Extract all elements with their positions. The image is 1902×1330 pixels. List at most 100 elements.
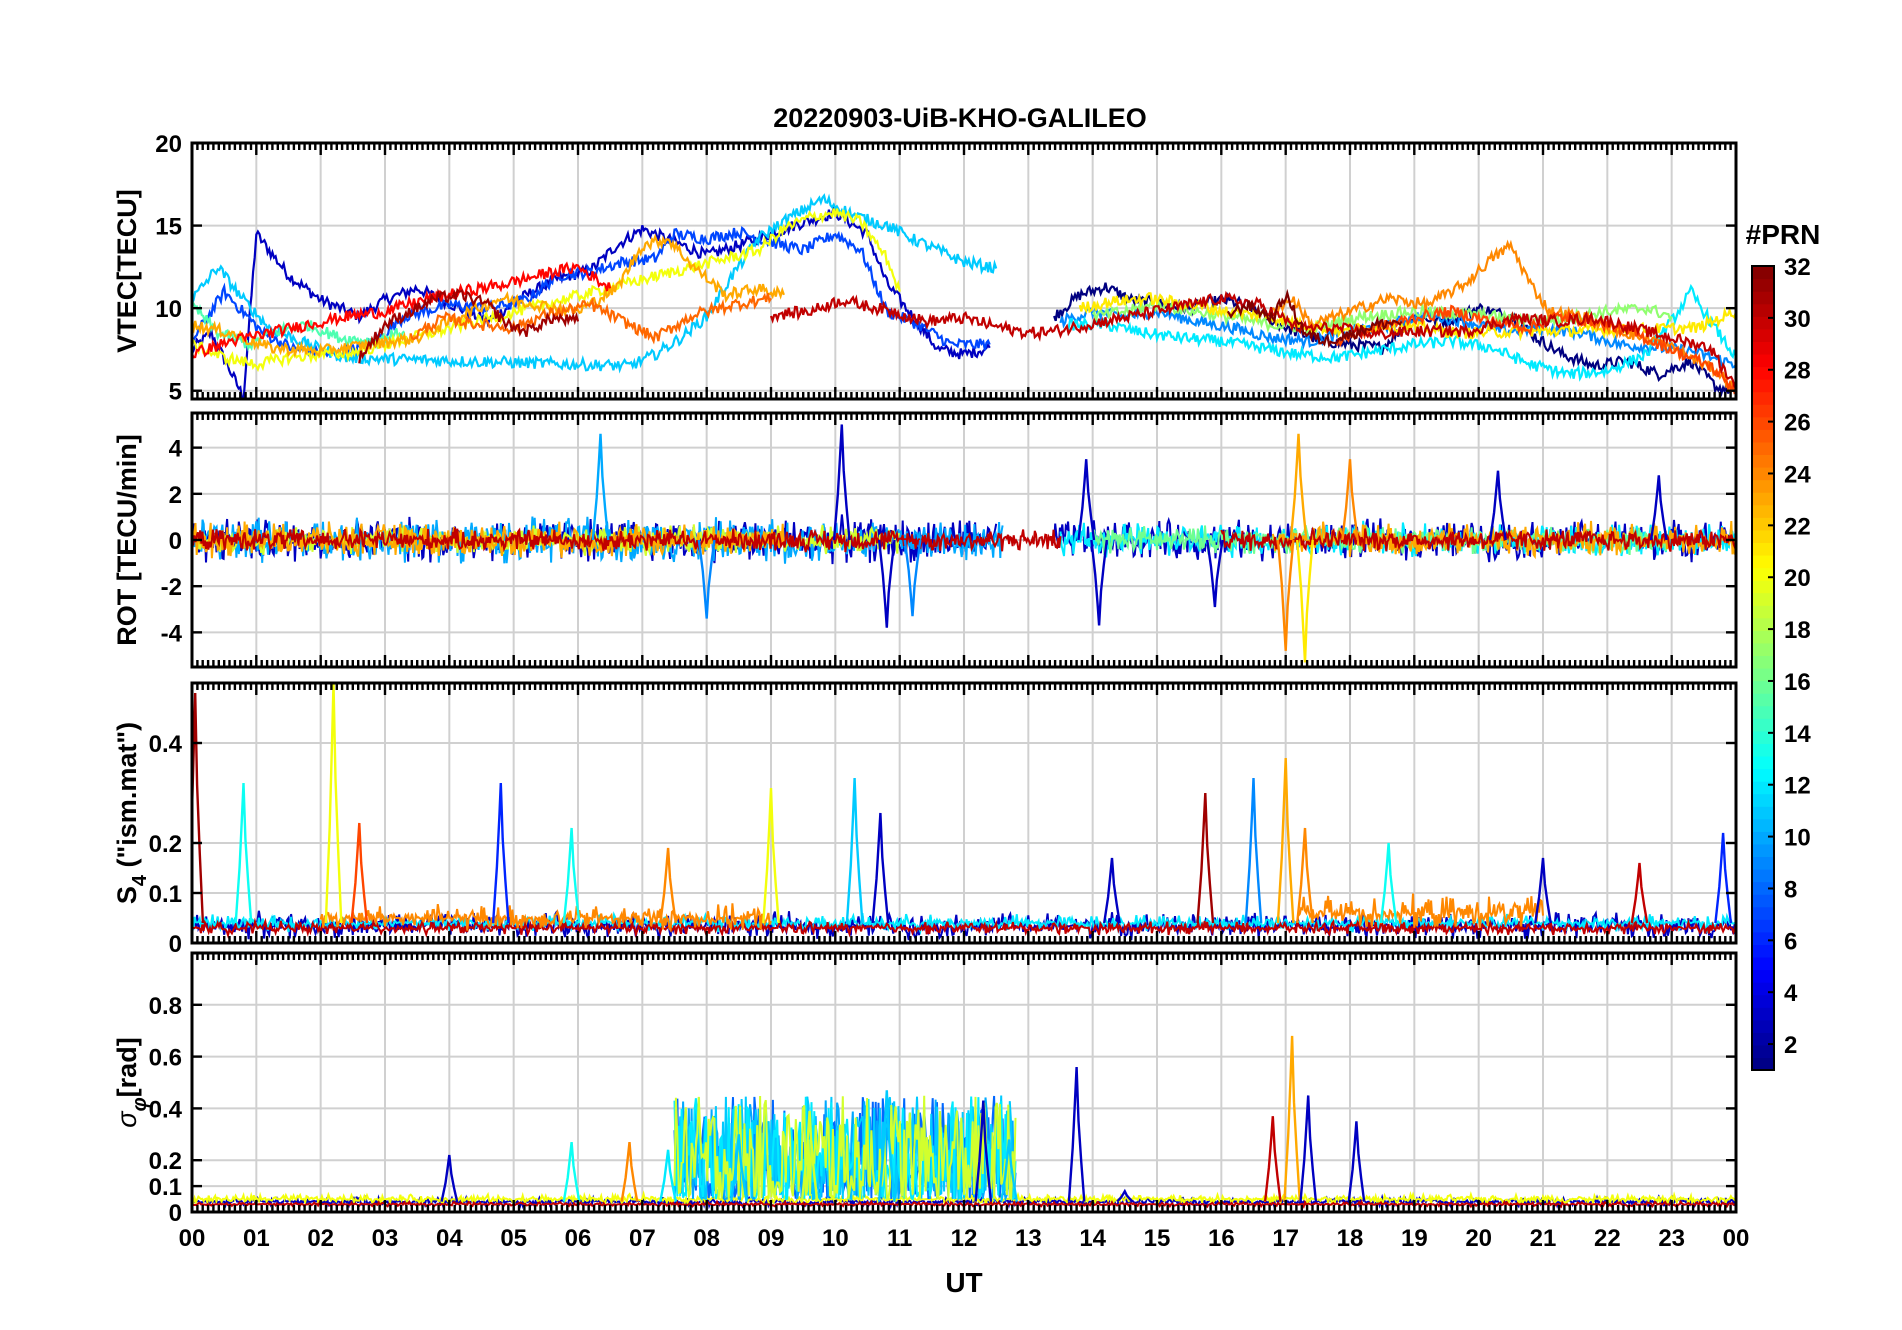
x-ticks-sigma_phi bbox=[190, 953, 1738, 1212]
spike-prn-3 bbox=[1103, 857, 1121, 924]
spike-prn-3 bbox=[1206, 539, 1224, 608]
ytick-label-vtec: 20 bbox=[155, 131, 182, 158]
tick-marks-s4 bbox=[190, 683, 1738, 943]
colorbar-step bbox=[1752, 693, 1774, 707]
series-prn-23 bbox=[192, 233, 785, 359]
colorbar-step bbox=[1752, 630, 1774, 644]
colorbar-tick-label: 18 bbox=[1784, 617, 1811, 644]
colorbar-step bbox=[1752, 668, 1774, 682]
spike-prn-12 bbox=[659, 1149, 677, 1202]
spike-prn-3 bbox=[1077, 459, 1096, 541]
spike-prn-3 bbox=[1116, 1188, 1134, 1203]
colorbar-step bbox=[1752, 1032, 1774, 1046]
spike-prn-11 bbox=[1000, 1139, 1018, 1202]
xtick-label: 05 bbox=[500, 1225, 527, 1252]
colorbar-step bbox=[1752, 580, 1774, 594]
colorbar-step bbox=[1752, 982, 1774, 996]
colorbar-label: #PRN bbox=[1746, 219, 1821, 250]
colorbar-step bbox=[1752, 617, 1774, 631]
tick-marks-vtec bbox=[190, 143, 1738, 399]
xtick-label: 11 bbox=[887, 1225, 912, 1252]
ytick-label-s4: 0.4 bbox=[149, 731, 183, 758]
x-ticks-vtec bbox=[190, 143, 1738, 399]
ytick-label-sigma_phi: 0.4 bbox=[149, 1096, 183, 1123]
colorbar-step bbox=[1752, 818, 1774, 832]
spike-prn-24 bbox=[1341, 459, 1359, 541]
ytick-label-vtec: 5 bbox=[169, 379, 182, 406]
xtick-label: 18 bbox=[1337, 1225, 1364, 1252]
colorbar-step bbox=[1752, 1019, 1774, 1033]
colorbar-step bbox=[1752, 441, 1774, 456]
ytick-label-s4: 0.2 bbox=[149, 831, 182, 858]
xtick-label: 21 bbox=[1530, 1225, 1557, 1252]
spike-prn-3 bbox=[1534, 857, 1552, 924]
colorbar-step bbox=[1752, 856, 1774, 870]
spike-prn-24 bbox=[659, 847, 677, 924]
spike-prn-20 bbox=[762, 787, 780, 924]
colorbar-step bbox=[1752, 504, 1774, 518]
series-prn-26 bbox=[1336, 304, 1736, 395]
noise-prn-23 bbox=[192, 521, 785, 559]
colorbar-step bbox=[1752, 843, 1774, 858]
colorbar-step bbox=[1752, 768, 1774, 782]
spike-prn-23 bbox=[1289, 433, 1308, 541]
noise-prn-30 bbox=[192, 527, 1062, 553]
colorbar-step bbox=[1752, 592, 1774, 606]
ylabel-vtec: VTEC[TECU] bbox=[112, 189, 142, 353]
colorbar-step bbox=[1752, 379, 1774, 393]
data-s4 bbox=[192, 683, 1736, 941]
colorbar-step bbox=[1752, 341, 1774, 355]
baseline-prn-24 bbox=[1297, 893, 1544, 928]
grid-s4 bbox=[192, 683, 1736, 944]
spike-prn-10 bbox=[591, 433, 610, 541]
colorbar-step bbox=[1752, 1057, 1774, 1071]
spike-prn-30 bbox=[1263, 1116, 1282, 1202]
spike-prn-3 bbox=[832, 424, 851, 541]
ytick-label-rot: -4 bbox=[161, 620, 183, 647]
colorbar-tick-label: 10 bbox=[1784, 825, 1811, 852]
xtick-label: 19 bbox=[1401, 1225, 1428, 1252]
xtick-label: 01 bbox=[243, 1225, 270, 1252]
colorbar-step bbox=[1752, 366, 1774, 380]
xtick-label: 00 bbox=[179, 1225, 206, 1252]
panel-s4: 0 0.1 0.2 0.4S4 ("ism.mat") bbox=[112, 681, 1738, 958]
colorbar-step bbox=[1752, 567, 1774, 581]
spike-prn-3 bbox=[1489, 470, 1507, 541]
colorbar-tick-label: 12 bbox=[1784, 773, 1811, 800]
colorbar-step bbox=[1752, 944, 1774, 958]
spike-prn-3 bbox=[1067, 1066, 1086, 1202]
spike-prn-9 bbox=[697, 539, 716, 619]
spike-prn-3 bbox=[871, 812, 890, 924]
colorbar-step bbox=[1752, 906, 1774, 920]
spike-prn-3 bbox=[1299, 1095, 1318, 1202]
colorbar-tick-label: 16 bbox=[1784, 669, 1811, 696]
ylabel-sigma_phi: σφ[rad] bbox=[112, 1037, 151, 1127]
colorbar-tick-label: 8 bbox=[1784, 876, 1797, 903]
spike-prn-19 bbox=[800, 1110, 819, 1202]
colorbar-tick-label: 28 bbox=[1784, 358, 1811, 385]
ytick-label-sigma_phi: 0.2 bbox=[149, 1148, 182, 1175]
colorbar-tick-label: 4 bbox=[1784, 980, 1798, 1007]
xtick-label: 10 bbox=[822, 1225, 849, 1252]
colorbar-step bbox=[1752, 454, 1774, 468]
colorbar-step bbox=[1752, 517, 1774, 531]
dense-prn-19 bbox=[673, 1095, 1017, 1202]
spike-prn-3 bbox=[1090, 539, 1108, 626]
ytick-label-vtec: 15 bbox=[155, 214, 182, 241]
xtick-label: 13 bbox=[1015, 1225, 1042, 1252]
xtick-label: 20 bbox=[1465, 1225, 1492, 1252]
colorbar-step bbox=[1752, 781, 1774, 795]
colorbar-step bbox=[1752, 303, 1774, 317]
spike-prn-11 bbox=[877, 1090, 896, 1202]
xtick-label: 16 bbox=[1208, 1225, 1235, 1252]
colorbar-step bbox=[1752, 467, 1774, 481]
ytick-label-sigma_phi: 0.1 bbox=[149, 1174, 182, 1201]
xtick-label: 15 bbox=[1144, 1225, 1171, 1252]
xtick-label: 12 bbox=[951, 1225, 978, 1252]
colorbar-step bbox=[1752, 328, 1774, 342]
ylabel-s4: S4 ("ism.mat") bbox=[112, 722, 151, 904]
spike-prn-9 bbox=[903, 539, 922, 617]
ytick-label-rot: -2 bbox=[161, 574, 182, 601]
